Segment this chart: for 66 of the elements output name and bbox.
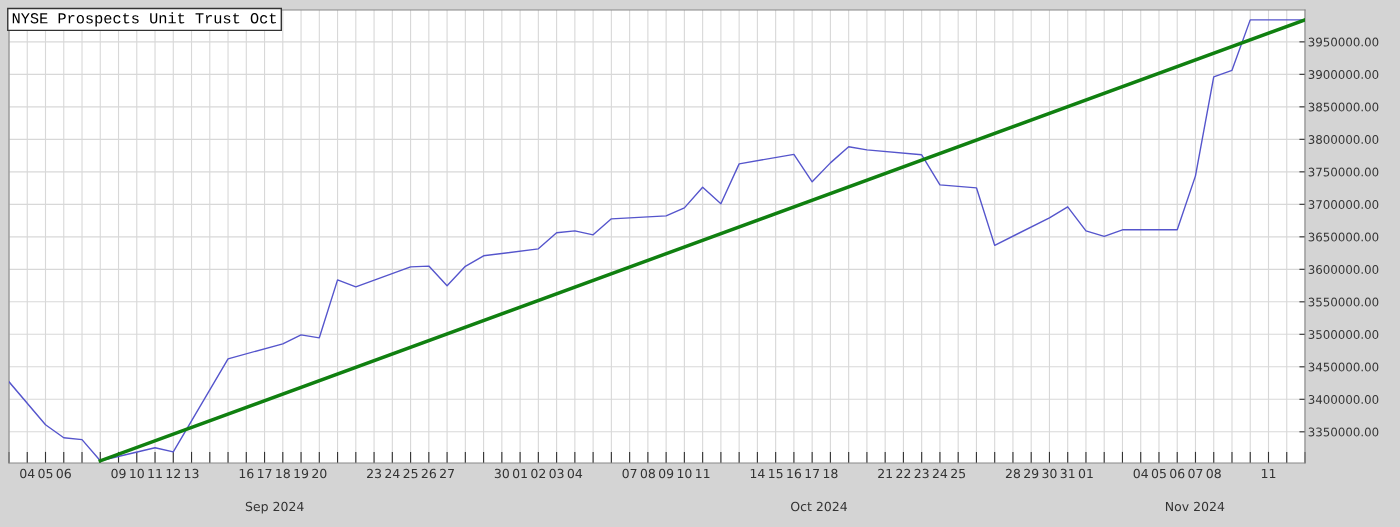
text: Oct 2024 bbox=[791, 501, 847, 512]
x-tick-label: 27 bbox=[440, 468, 454, 479]
x-tick-label: 08 bbox=[1206, 468, 1221, 479]
chart-title: NYSE Prospects Unit Trust Oct bbox=[12, 12, 276, 27]
x-tick-label: 23 bbox=[914, 468, 929, 479]
x-tick-label: 14 bbox=[750, 468, 765, 479]
x-tick-label: 05 bbox=[1151, 468, 1166, 479]
x-tick-label: 22 bbox=[896, 468, 911, 479]
y-tick-label: 3900000.00 bbox=[1308, 70, 1379, 79]
y-tick-label: 3700000.00 bbox=[1308, 200, 1379, 209]
x-tick-label: 24 bbox=[932, 468, 948, 479]
x-tick-label: 16 bbox=[787, 468, 802, 479]
x-tick-label: 30 bbox=[494, 468, 509, 479]
y-tick-label: 3500000.00 bbox=[1308, 330, 1379, 339]
x-tick-label: 17 bbox=[805, 468, 820, 479]
x-tick-label: 15 bbox=[769, 468, 783, 479]
x-tick-label: 11 bbox=[696, 468, 710, 479]
x-tick-label: 11 bbox=[1261, 468, 1276, 479]
y-tick-label: 3600000.00 bbox=[1308, 265, 1379, 274]
y-tick-label: 3800000.00 bbox=[1308, 135, 1379, 144]
x-tick-label: 28 bbox=[1005, 468, 1021, 479]
x-tick-label: 24 bbox=[385, 468, 400, 479]
x-tick-label: 12 bbox=[166, 468, 180, 479]
x-tick-label: 30 bbox=[1042, 468, 1057, 479]
x-tick-label: 20 bbox=[312, 468, 327, 479]
x-tick-label: 18 bbox=[276, 468, 290, 479]
x-tick-label: 09 bbox=[659, 468, 674, 479]
x-tick-label: 05 bbox=[38, 468, 53, 479]
x-tick-label: 19 bbox=[294, 468, 309, 479]
x-tick-label: 08 bbox=[640, 468, 655, 479]
y-tick-label: 3350000.00 bbox=[1308, 427, 1379, 437]
y-tick-label: 3950000.00 bbox=[1308, 37, 1379, 47]
text: Nov 2024 bbox=[1165, 501, 1225, 512]
x-tick-label: 13 bbox=[184, 468, 199, 479]
x-tick-label: 06 bbox=[56, 468, 71, 479]
x-tick-label: 11 bbox=[148, 468, 162, 479]
x-tick-label: 16 bbox=[239, 468, 254, 479]
x-tick-label: 03 bbox=[549, 468, 564, 479]
x-tick-label: 02 bbox=[531, 468, 546, 479]
x-tick-label: 10 bbox=[677, 468, 692, 479]
x-tick-label: 31 bbox=[1060, 468, 1075, 479]
x-tick-label: 18 bbox=[823, 468, 838, 479]
x-tick-label: 04 bbox=[567, 468, 583, 479]
x-tick-label: 23 bbox=[367, 468, 382, 479]
y-tick-label: 3400000.00 bbox=[1308, 395, 1379, 404]
x-tick-label: 01 bbox=[512, 468, 527, 479]
x-tick-label: 06 bbox=[1170, 468, 1185, 479]
y-tick-label: 3450000.00 bbox=[1308, 362, 1379, 372]
x-tick-label: 21 bbox=[878, 468, 892, 479]
x-tick-label: 17 bbox=[257, 468, 272, 479]
y-tick-label: 3550000.00 bbox=[1308, 297, 1379, 307]
x-tick-label: 07 bbox=[622, 468, 637, 479]
x-tick-label: 25 bbox=[403, 468, 418, 479]
y-tick-label: 3850000.00 bbox=[1308, 102, 1379, 112]
x-tick-label: 01 bbox=[1078, 468, 1093, 479]
y-tick-label: 3750000.00 bbox=[1308, 167, 1379, 177]
x-tick-label: 07 bbox=[1188, 468, 1203, 479]
x-tick-label: 25 bbox=[951, 468, 966, 479]
x-tick-label: 26 bbox=[421, 468, 436, 479]
y-tick-label: 3650000.00 bbox=[1308, 232, 1379, 242]
x-tick-label: 10 bbox=[130, 468, 144, 479]
x-tick-label: 29 bbox=[1024, 468, 1039, 479]
x-tick-label: 04 bbox=[20, 468, 35, 479]
text: Sep 2024 bbox=[245, 501, 304, 514]
x-tick-label: 09 bbox=[111, 468, 126, 479]
x-tick-label: 04 bbox=[1133, 468, 1148, 479]
